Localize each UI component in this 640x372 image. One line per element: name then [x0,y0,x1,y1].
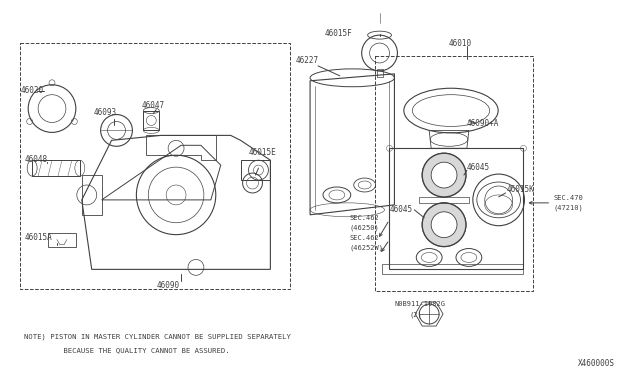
Circle shape [431,162,457,188]
Bar [374,56,533,291]
Text: X460000S: X460000S [578,359,615,368]
Text: 46015K: 46015K [507,185,534,194]
Text: 46047: 46047 [141,101,164,110]
Text: (2): (2) [410,311,422,318]
Text: (46250): (46250) [350,225,380,231]
Bar [376,69,383,77]
Text: SEC.462: SEC.462 [350,215,380,221]
Text: SEC.470: SEC.470 [553,195,583,201]
Circle shape [422,153,466,197]
Text: 46090+A: 46090+A [467,119,499,128]
Text: SEC.462: SEC.462 [350,235,380,241]
Bar [143,110,159,131]
Text: 46090: 46090 [156,281,179,290]
Circle shape [422,203,466,247]
Text: 46045: 46045 [390,205,413,214]
Text: 46045: 46045 [467,163,490,172]
Bar [20,43,290,289]
Circle shape [431,212,457,238]
Text: 46015F: 46015F [325,29,353,38]
Text: (47210): (47210) [553,205,583,211]
Text: BECAUSE THE QUALITY CANNOT BE ASSURED.: BECAUSE THE QUALITY CANNOT BE ASSURED. [24,347,230,353]
Text: 46093: 46093 [93,108,117,116]
Text: 46227: 46227 [295,56,318,65]
Text: 46015A: 46015A [24,232,52,242]
Text: 46048: 46048 [24,155,47,164]
Text: 46015E: 46015E [248,148,276,157]
Text: N0B911-1082G: N0B911-1082G [394,301,445,307]
Text: 46010: 46010 [449,39,472,48]
Text: NOTE) PISTON IN MASTER CYLINDER CANNOT BE SUPPLIED SEPARATELY: NOTE) PISTON IN MASTER CYLINDER CANNOT B… [24,334,291,340]
Text: (46252W): (46252W) [350,244,384,251]
Text: 46020: 46020 [20,86,44,95]
